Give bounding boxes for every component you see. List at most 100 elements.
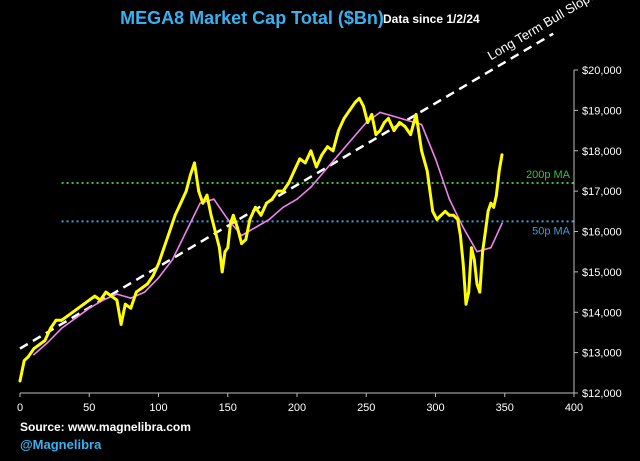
data-point-market-cap	[456, 218, 460, 221]
x-tick-label: 300	[426, 402, 444, 414]
chart-title: MEGA8 Market Cap Total ($Bn)	[120, 8, 384, 28]
data-point-market-cap	[43, 339, 47, 342]
data-point-50p-ma	[130, 297, 132, 299]
data-point-market-cap	[98, 298, 102, 302]
data-point-market-cap	[229, 222, 232, 225]
y-tick-label: $16,000	[582, 227, 622, 239]
data-point-market-cap	[309, 149, 313, 153]
data-point-market-cap	[392, 129, 396, 133]
trend-line	[19, 32, 554, 350]
data-point-market-cap	[374, 133, 378, 137]
data-point-market-cap	[398, 121, 401, 124]
data-point-market-cap	[435, 218, 439, 221]
data-point-market-cap	[265, 201, 268, 205]
data-point-market-cap	[231, 213, 235, 217]
data-point-market-cap	[459, 234, 462, 237]
data-point-market-cap	[140, 286, 144, 290]
data-point-market-cap	[184, 189, 188, 193]
data-point-market-cap	[303, 161, 307, 165]
data-point-market-cap	[18, 379, 22, 383]
data-point-50p-ma	[60, 327, 63, 330]
data-point-market-cap	[87, 298, 91, 302]
data-point-market-cap	[201, 201, 205, 205]
data-point-market-cap	[276, 189, 279, 193]
data-point-50p-ma	[462, 226, 465, 229]
data-point-50p-ma	[185, 230, 187, 233]
data-point-market-cap	[104, 290, 108, 294]
data-point-market-cap	[439, 213, 443, 217]
ref-line-label: 200p MA	[526, 169, 571, 181]
data-point-market-cap	[54, 318, 58, 322]
data-point-market-cap	[71, 310, 74, 314]
data-point-50p-ma	[116, 293, 118, 295]
axes: 0 50 100 150 200 250 300 350 400 $12,000 $13,000 $1…	[17, 65, 622, 414]
data-point-50p-ma	[171, 259, 174, 261]
data-point-50p-ma	[74, 317, 77, 320]
data-point-50p-ma	[351, 137, 354, 140]
data-point-market-cap	[281, 189, 285, 193]
data-point-market-cap	[240, 242, 244, 246]
data-point-market-cap	[115, 298, 119, 302]
data-point-market-cap	[420, 149, 423, 153]
data-point-market-cap	[244, 238, 248, 242]
data-point-market-cap	[205, 193, 209, 197]
data-point-market-cap	[486, 209, 490, 213]
data-point-market-cap	[254, 205, 257, 209]
data-point-market-cap	[173, 213, 177, 217]
data-point-market-cap	[259, 213, 263, 217]
data-point-50p-ma	[420, 123, 423, 126]
data-point-market-cap	[110, 294, 113, 298]
y-tick-label: $19,000	[582, 105, 622, 117]
series-group	[18, 96, 504, 383]
data-point-market-cap	[362, 104, 365, 108]
data-point-market-cap	[337, 129, 340, 133]
y-tick-label: $20,000	[582, 65, 622, 77]
data-point-50p-ma	[33, 353, 35, 356]
data-point-market-cap	[49, 327, 52, 330]
data-point-market-cap	[425, 169, 429, 173]
data-point-market-cap	[134, 290, 138, 294]
data-point-market-cap	[387, 117, 390, 120]
data-point-market-cap	[478, 290, 482, 294]
data-point-50p-ma	[143, 291, 146, 293]
data-point-market-cap	[220, 270, 224, 274]
data-point-market-cap	[366, 121, 369, 124]
data-point-50p-ma	[337, 154, 340, 156]
data-point-market-cap	[467, 290, 471, 294]
data-point-market-cap	[157, 262, 160, 266]
x-tick-label: 0	[17, 402, 23, 414]
data-point-market-cap	[197, 189, 201, 193]
data-point-50p-ma	[254, 226, 257, 229]
data-point-50p-ma	[476, 250, 478, 253]
x-tick-label: 150	[219, 402, 237, 414]
data-point-50p-ma	[379, 111, 381, 114]
data-point-market-cap	[481, 250, 484, 254]
data-point-market-cap	[443, 209, 447, 213]
data-point-market-cap	[370, 113, 374, 116]
x-tick-label: 50	[83, 402, 95, 414]
data-point-market-cap	[348, 109, 351, 112]
data-point-market-cap	[500, 153, 504, 157]
data-point-market-cap	[119, 323, 123, 326]
x-tick-label: 400	[565, 402, 583, 414]
data-point-market-cap	[76, 306, 80, 310]
source-text: Source: www.magnelibra.com	[20, 420, 191, 434]
data-point-50p-ma	[282, 206, 284, 209]
data-point-market-cap	[452, 213, 455, 217]
data-point-50p-ma	[490, 246, 492, 249]
data-point-market-cap	[193, 161, 196, 165]
data-point-market-cap	[248, 218, 252, 221]
data-point-market-cap	[292, 169, 296, 173]
data-point-market-cap	[65, 314, 69, 318]
x-tick-label: 350	[496, 402, 514, 414]
data-point-market-cap	[495, 193, 498, 197]
data-point-50p-ma	[407, 119, 409, 122]
data-point-market-cap	[448, 213, 451, 217]
x-tick-label: 100	[149, 402, 167, 414]
data-point-market-cap	[315, 165, 318, 169]
data-point-50p-ma	[393, 115, 395, 118]
handle-text: @Magnelibra	[20, 437, 102, 452]
data-point-market-cap	[298, 157, 302, 161]
